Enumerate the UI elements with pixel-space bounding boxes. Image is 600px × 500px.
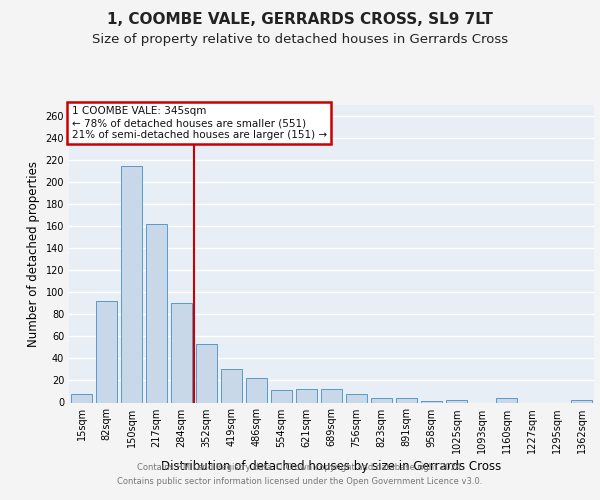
Bar — [221, 370, 242, 402]
Text: Contains HM Land Registry data © Crown copyright and database right 2024.: Contains HM Land Registry data © Crown c… — [137, 462, 463, 471]
Bar — [496, 398, 517, 402]
Bar — [271, 390, 292, 402]
Bar — [446, 400, 467, 402]
Bar — [171, 304, 192, 402]
Bar — [396, 398, 417, 402]
Bar — [96, 301, 117, 402]
Bar — [571, 400, 592, 402]
Bar — [371, 398, 392, 402]
Bar — [321, 390, 342, 402]
Bar — [246, 378, 267, 402]
Text: Contains public sector information licensed under the Open Government Licence v3: Contains public sector information licen… — [118, 478, 482, 486]
Text: Size of property relative to detached houses in Gerrards Cross: Size of property relative to detached ho… — [92, 32, 508, 46]
Bar — [121, 166, 142, 402]
Text: 1 COOMBE VALE: 345sqm
← 78% of detached houses are smaller (551)
21% of semi-det: 1 COOMBE VALE: 345sqm ← 78% of detached … — [71, 106, 327, 140]
Bar — [196, 344, 217, 403]
Y-axis label: Number of detached properties: Number of detached properties — [27, 161, 40, 347]
Text: 1, COOMBE VALE, GERRARDS CROSS, SL9 7LT: 1, COOMBE VALE, GERRARDS CROSS, SL9 7LT — [107, 12, 493, 28]
Bar — [146, 224, 167, 402]
Bar — [346, 394, 367, 402]
Bar — [71, 394, 92, 402]
X-axis label: Distribution of detached houses by size in Gerrards Cross: Distribution of detached houses by size … — [161, 460, 502, 473]
Bar — [296, 390, 317, 402]
